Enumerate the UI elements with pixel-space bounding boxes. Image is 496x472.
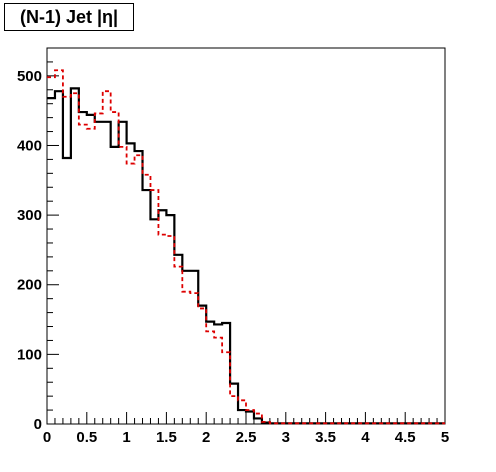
x-tick-label: 0.5 bbox=[76, 429, 97, 446]
y-tick-label: 0 bbox=[34, 416, 42, 433]
histogram-series-1 bbox=[47, 87, 445, 425]
chart-title: (N-1) Jet |η| bbox=[4, 3, 134, 31]
y-tick-label: 300 bbox=[17, 207, 42, 224]
x-tick-label: 0 bbox=[43, 429, 51, 446]
x-tick-label: 5 bbox=[441, 429, 449, 446]
x-tick-label: 4.5 bbox=[395, 429, 416, 446]
y-tick-label: 200 bbox=[17, 277, 42, 294]
y-tick-label: 100 bbox=[17, 346, 42, 363]
y-tick-label: 500 bbox=[17, 68, 42, 85]
y-tick-label: 400 bbox=[17, 137, 42, 154]
x-tick-label: 3.5 bbox=[315, 429, 336, 446]
x-tick-label: 2 bbox=[202, 429, 210, 446]
x-tick-label: 4 bbox=[361, 429, 370, 446]
x-tick-label: 1.5 bbox=[156, 429, 177, 446]
y-axis: 0 100 200 300 400 500 bbox=[17, 47, 59, 433]
x-tick-label: 2.5 bbox=[236, 429, 257, 446]
histogram-series-2 bbox=[47, 69, 445, 425]
x-tick-label: 1 bbox=[122, 429, 130, 446]
x-axis: 0 0.5 1 1.5 2 2.5 3 3.5 4 4.5 5 bbox=[43, 412, 449, 446]
series-layer bbox=[47, 69, 445, 425]
plot-frame bbox=[46, 47, 446, 425]
x-tick-label: 3 bbox=[282, 429, 290, 446]
